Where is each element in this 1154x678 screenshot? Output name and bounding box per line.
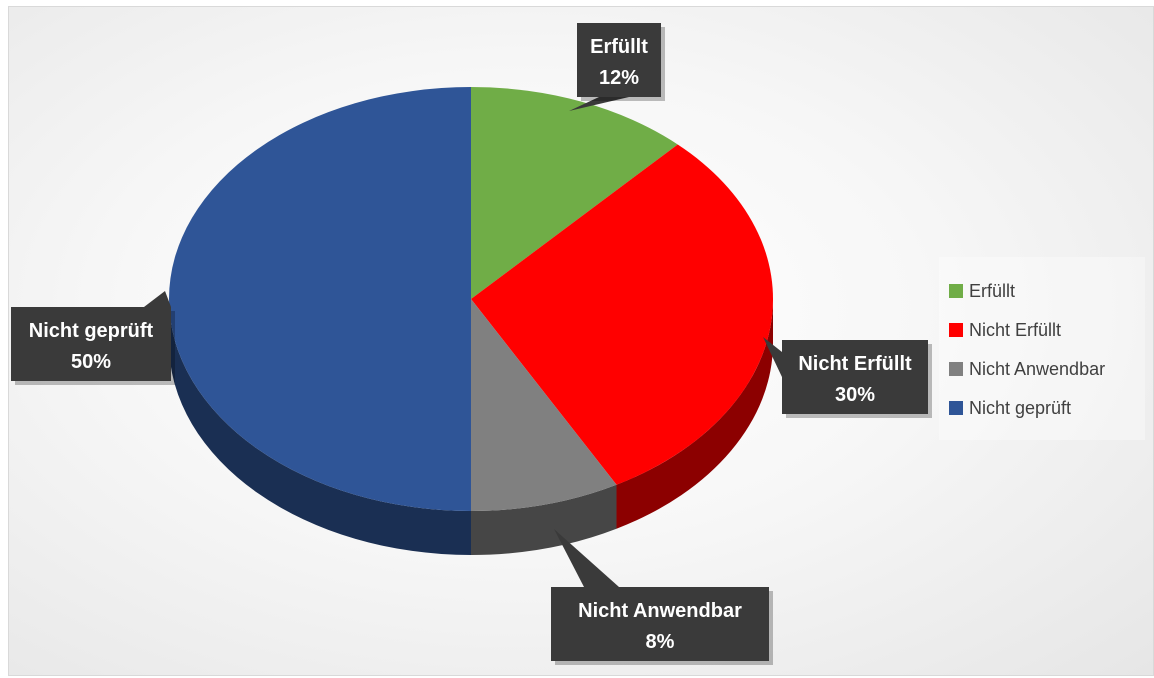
pie-side-1 (616, 299, 773, 529)
data-labels-group: Erfüllt 12% Nicht Erfüllt 30% Nicht Anwendba… (11, 23, 932, 665)
legend-item-nicht-geprueft[interactable]: Nicht geprüft (949, 396, 1071, 420)
data-label-category-2: Nicht Anwendbar (578, 600, 742, 622)
pie-chart: Erfüllt 12% Nicht Erfüllt 30% Nicht Anwendba… (11, 23, 932, 665)
legend-swatch (949, 401, 963, 415)
callout-box-3 (11, 307, 171, 381)
pie-slice-0[interactable] (471, 87, 678, 299)
legend-item-nicht-erfuellt[interactable]: Nicht Erfüllt (949, 318, 1061, 342)
callout-tail-0 (569, 97, 629, 111)
legend-swatch (949, 362, 963, 376)
callout-box-1 (782, 340, 928, 414)
pie-slice-2[interactable] (471, 299, 617, 511)
legend-swatch (949, 284, 963, 298)
data-label-value-3: 50% (71, 351, 111, 373)
pie-slice-1[interactable] (471, 144, 774, 485)
legend-label: Erfüllt (969, 280, 1016, 301)
pie-side-2 (471, 484, 617, 555)
callout-box-0 (577, 23, 661, 97)
pie-slice-3[interactable] (169, 87, 471, 511)
legend-label: Nicht geprüft (969, 397, 1072, 418)
pie-side-group (169, 299, 773, 555)
data-label-category-1: Nicht Erfüllt (798, 353, 912, 375)
data-label-value-2: 8% (646, 631, 675, 653)
pie-side-3 (169, 299, 471, 555)
callout-tail-3 (144, 291, 171, 307)
chart-area: Erfüllt 12% Nicht Erfüllt 30% Nicht Anwendba… (8, 6, 1154, 676)
leader-lines-group (144, 97, 782, 587)
legend: Erfüllt Nicht Erfüllt Nicht Anwendbar Ni… (939, 257, 1145, 440)
callout-tail-2 (554, 529, 619, 587)
legend-item-erfuellt[interactable]: Erfüllt (949, 279, 1015, 303)
pie-top-group (169, 87, 774, 511)
callout-box-2 (551, 587, 769, 661)
data-label-category-3: Nicht geprüft (29, 320, 154, 342)
data-label-value-0: 12% (599, 67, 639, 89)
legend-swatch (949, 323, 963, 337)
data-label-value-1: 30% (835, 384, 875, 406)
callout-tail-1 (763, 337, 782, 377)
legend-label: Nicht Erfüllt (969, 319, 1062, 340)
data-label-category-0: Erfüllt (590, 36, 648, 58)
legend-item-nicht-anwendbar[interactable]: Nicht Anwendbar (949, 357, 1105, 381)
legend-label: Nicht Anwendbar (969, 358, 1106, 379)
